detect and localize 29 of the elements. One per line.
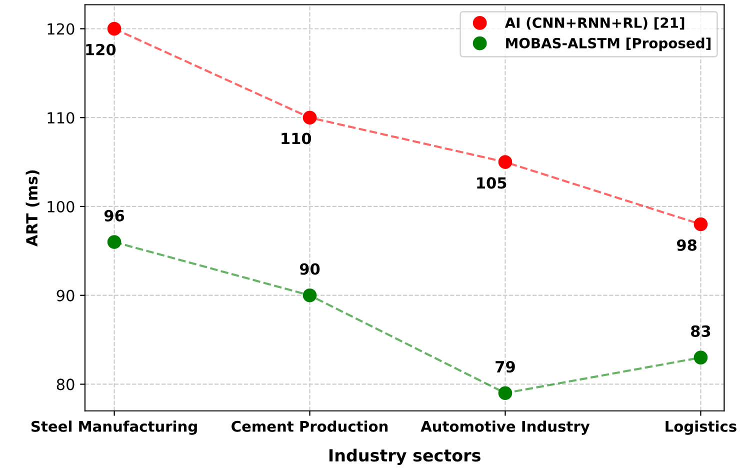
data-label: 120 (86, 44, 116, 56)
x-axis-title: Industry sectors (329, 448, 480, 465)
y-tick-label: 80 (56, 378, 74, 390)
point (694, 350, 708, 364)
point (107, 22, 122, 36)
x-tick-label: Steel Manufacturing (32, 420, 197, 435)
data-label: 96 (104, 210, 124, 222)
point (694, 217, 708, 232)
point (302, 110, 317, 125)
point (107, 235, 122, 249)
legend-label: AI (CNN+RNN+RL) [21] (504, 17, 684, 30)
data-label: 110 (282, 132, 312, 144)
y-tick-label: 100 (48, 200, 74, 212)
point (498, 155, 512, 169)
x-tick-label: Cement Production (232, 420, 388, 432)
x-tick-label: Automotive Industry (420, 420, 590, 435)
data-label: 105 (477, 177, 506, 189)
data-label: 83 (691, 325, 710, 337)
y-tick-label: 90 (56, 290, 74, 302)
x-tick-label: Logistics (666, 420, 736, 435)
data-label: 98 (676, 239, 697, 251)
data-label: 90 (300, 263, 320, 275)
legend-label: MOBAS-ALSTM [Proposed] (506, 38, 710, 52)
y-tick-label: 110 (48, 112, 74, 124)
data-label: 79 (496, 360, 515, 373)
y-tick-label: 120 (48, 23, 74, 35)
point (498, 386, 512, 400)
point (302, 288, 317, 302)
y-axis-title: ART (ms) (26, 170, 40, 247)
